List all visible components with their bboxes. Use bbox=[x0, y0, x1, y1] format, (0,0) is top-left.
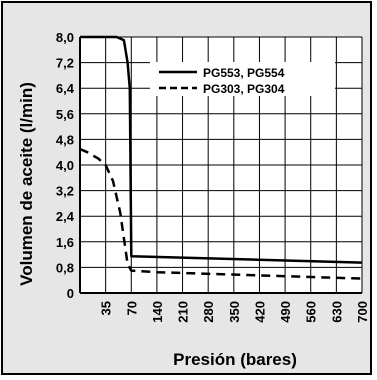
x-tick-label: 490 bbox=[278, 301, 293, 323]
y-tick-label: 8,0 bbox=[56, 30, 74, 45]
y-tick-label: 1,6 bbox=[56, 235, 74, 250]
x-axis-label: Presión (bares) bbox=[173, 350, 297, 369]
x-tick-label: 70 bbox=[124, 301, 139, 315]
y-tick-label: 4,0 bbox=[56, 158, 74, 173]
legend-label-2: PG303, PG304 bbox=[203, 82, 285, 96]
y-tick-label: 0 bbox=[67, 286, 74, 301]
legend-box bbox=[150, 62, 335, 96]
y-tick-label: 0,8 bbox=[56, 260, 74, 275]
y-tick-label: 2,4 bbox=[56, 209, 75, 224]
x-tick-label: 350 bbox=[227, 301, 242, 323]
y-tick-label: 4,8 bbox=[56, 132, 74, 147]
x-tick-label: 35 bbox=[99, 301, 114, 315]
axes bbox=[79, 37, 362, 294]
legend-label-1: PG553, PG554 bbox=[203, 66, 285, 80]
x-tick-label: 210 bbox=[176, 301, 191, 323]
x-tick-label: 700 bbox=[355, 301, 370, 323]
y-tick-label: 3,2 bbox=[56, 184, 74, 199]
series-lines bbox=[79, 35, 363, 280]
x-tick-label: 630 bbox=[329, 301, 344, 323]
y-tick-label: 6,4 bbox=[56, 81, 75, 96]
x-tick-labels: 35 70 140 210 280 350 420 490 560 630 700 bbox=[99, 301, 370, 323]
y-tick-label: 5,6 bbox=[56, 107, 74, 122]
x-tick-label: 140 bbox=[150, 301, 165, 323]
x-tick-label: 560 bbox=[304, 301, 319, 323]
x-tick-label: 420 bbox=[252, 301, 267, 323]
y-tick-label: 7,2 bbox=[56, 56, 74, 71]
y-axis-label: Volumen de aceite (l/min) bbox=[17, 82, 36, 286]
series-line-1 bbox=[80, 35, 363, 264]
y-tick-labels: 0 0,8 1,6 2,4 3,2 4,0 4,8 5,6 6,4 7,2 8,0 bbox=[56, 30, 75, 301]
legend: PG553, PG554 PG303, PG304 bbox=[150, 62, 335, 96]
series-line-2 bbox=[79, 147, 363, 280]
x-tick-label: 280 bbox=[201, 301, 216, 323]
